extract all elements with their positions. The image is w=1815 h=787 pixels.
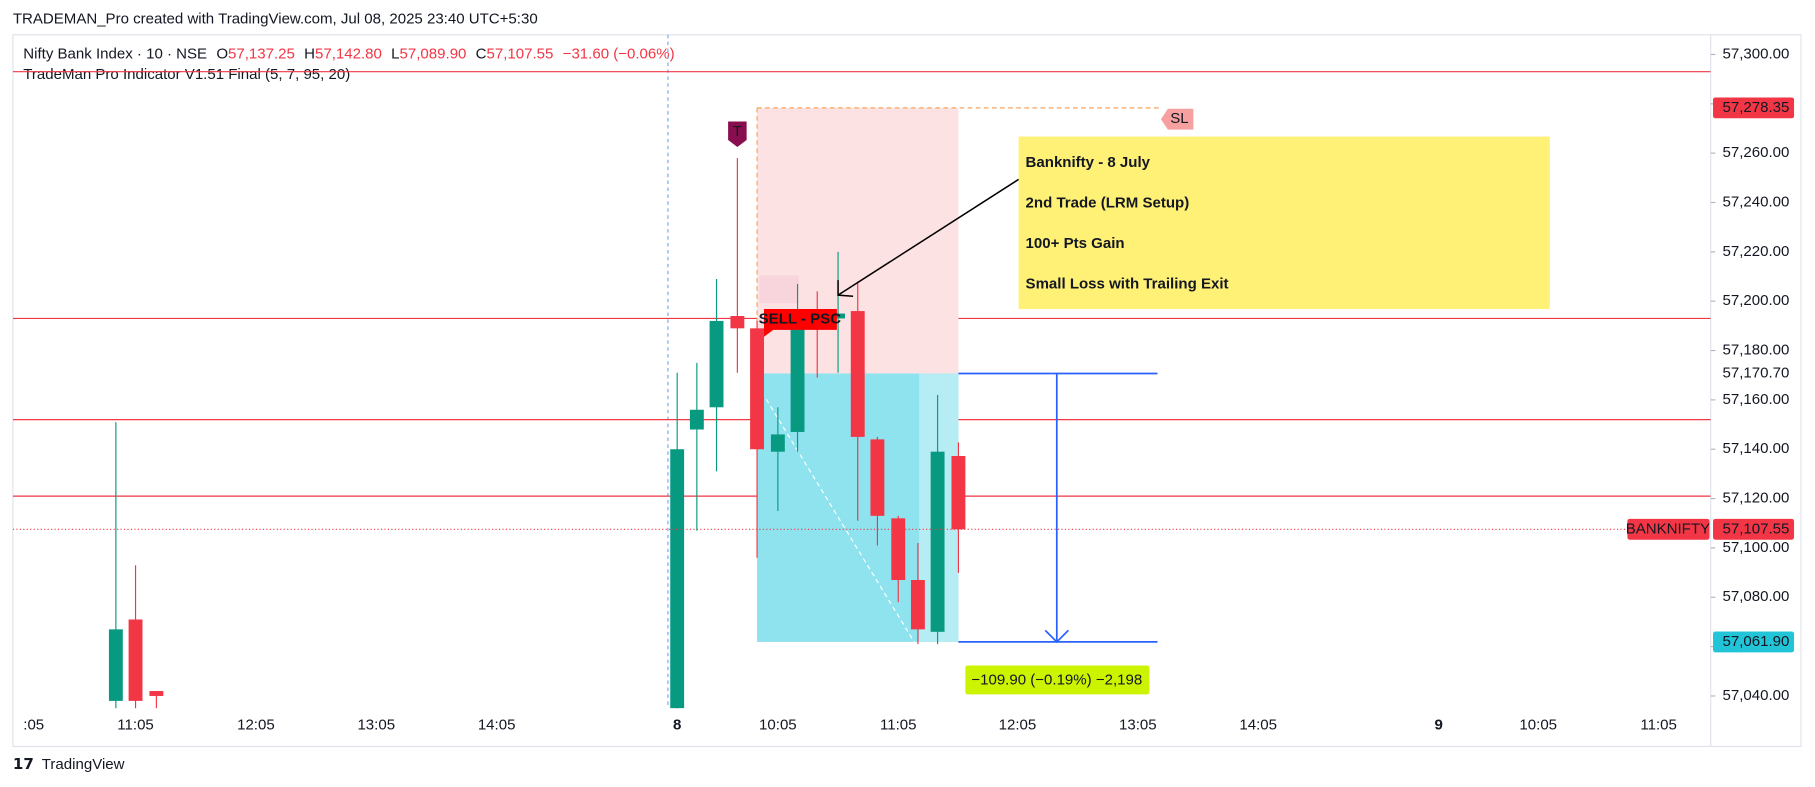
change: −31.60 (−0.06%): [563, 45, 675, 62]
sl-tag: [1160, 108, 1194, 130]
y-tick-label: 57,200.00: [1723, 292, 1790, 309]
y-tick-label: 57,260.00: [1723, 144, 1790, 161]
x-tick-label: 14:05: [478, 717, 516, 734]
ohlc-value: 57,142.80: [315, 45, 382, 62]
trade-marker: [728, 121, 747, 147]
x-tick-label: 9: [1435, 717, 1443, 734]
x-tick-label: 12:05: [999, 717, 1037, 734]
candle-body: [770, 434, 785, 452]
target-price-label: 57,061.90: [1723, 633, 1790, 650]
x-tick-label: 11:05: [880, 717, 916, 734]
ohlc-value: 57,107.55: [487, 45, 554, 62]
measure-arrowhead: [1044, 629, 1069, 644]
candle-body: [951, 456, 966, 530]
annotation-arrow: [837, 178, 1020, 296]
annotation-arrowhead: [837, 280, 854, 298]
candle-body: [730, 315, 745, 329]
y-tick-label: 57,240.00: [1723, 193, 1790, 210]
result-box: [965, 665, 1150, 695]
candle-body: [750, 328, 764, 450]
y-tick-label: 57,100.00: [1723, 539, 1790, 556]
entry-price-label: 57,170.70: [1723, 364, 1790, 381]
highlight: [759, 275, 799, 304]
x-tick-label: 14:05: [1239, 717, 1277, 734]
overlay: 57,040.0057,060.0057,080.0057,100.0057,1…: [23, 45, 1795, 734]
y-tick-label: 57,040.00: [1723, 687, 1790, 704]
candle-body: [670, 449, 685, 709]
ohlc-key: O: [216, 45, 228, 62]
candle-body: [128, 619, 143, 701]
annotation-box: [1018, 136, 1550, 310]
y-tick-label: 57,220.00: [1723, 243, 1790, 260]
x-tick-label: 11:05: [1640, 717, 1677, 734]
annotation-line: 100+ Pts Gain: [1026, 235, 1125, 252]
plot: [12, 71, 1711, 709]
signal-tag: [763, 309, 837, 337]
ohlc-key: C: [476, 45, 487, 62]
annotation-line: Small Loss with Trailing Exit: [1026, 276, 1229, 293]
brand: TradingView: [42, 756, 125, 773]
symbol: Nifty Bank Index · 10 · NSE: [23, 45, 207, 62]
legend-line: Nifty Bank Index · 10 · NSE O57,137.25 H57…: [23, 45, 674, 62]
ohlc-value: 57,089.90: [400, 45, 467, 62]
result-label: −109.90 (−0.19%) −2,198: [971, 671, 1142, 688]
pane-border: [12, 34, 1802, 748]
x-tick-label: 8: [673, 717, 681, 734]
sl-label: SL: [1170, 110, 1188, 127]
candle-body: [850, 311, 865, 437]
brand-logo: 𝟭𝟳: [13, 756, 34, 773]
trade-marker-label: T: [733, 123, 742, 140]
ohlc-value: 57,137.25: [228, 45, 295, 62]
candle-body: [790, 325, 805, 432]
stop-price-label-box: [1713, 97, 1795, 119]
y-tick-label: 57,180.00: [1723, 342, 1790, 359]
candle-body: [831, 313, 846, 319]
x-tick-label: :05: [23, 717, 44, 734]
ohlc-key: H: [304, 45, 315, 62]
ohlc-key: L: [391, 45, 399, 62]
x-tick-label: 10:05: [759, 717, 797, 734]
x-tick-label: 12:05: [237, 717, 275, 734]
candle-body: [930, 451, 945, 632]
indicator-name: TradeMan Pro Indicator V1.51 Final (5, 7…: [23, 66, 350, 83]
entry-price-bg: [1713, 364, 1795, 383]
stop-price-label: 57,278.35: [1723, 99, 1790, 116]
annotation-line: Banknifty - 8 July: [1026, 154, 1151, 171]
last-price-label: 57,107.55: [1723, 520, 1790, 537]
last-price-label-box: [1713, 518, 1795, 540]
x-tick-label: 10:05: [1519, 717, 1557, 734]
x-tick-label: 13:05: [1119, 717, 1157, 734]
candle-body: [149, 691, 164, 696]
x-tick-label: 11:05: [117, 717, 154, 734]
candle-body: [108, 629, 123, 701]
watermark: TRADEMAN_Pro created with TradingView.co…: [13, 11, 538, 28]
x-tick-label: 13:05: [357, 717, 395, 734]
candle-body: [910, 579, 925, 630]
y-tick-label: 57,300.00: [1723, 45, 1790, 62]
signal-label: SELL - PSC: [759, 310, 842, 327]
trend-line: [765, 398, 915, 643]
target-price-label-box: [1713, 631, 1795, 653]
y-tick-label: 57,140.00: [1723, 440, 1790, 457]
symbol-tag-label: BANKNIFTY: [1626, 520, 1710, 537]
candle-body: [870, 439, 885, 516]
y-tick-label: 57,080.00: [1723, 588, 1790, 605]
candle-body: [891, 518, 906, 580]
symbol-tag: [1627, 518, 1710, 540]
y-tick-label: 57,120.00: [1723, 490, 1790, 507]
candle-body: [709, 320, 724, 408]
candle-body: [689, 409, 704, 430]
y-tick-label: 57,160.00: [1723, 391, 1790, 408]
annotation-line: 2nd Trade (LRM Setup): [1026, 195, 1190, 212]
